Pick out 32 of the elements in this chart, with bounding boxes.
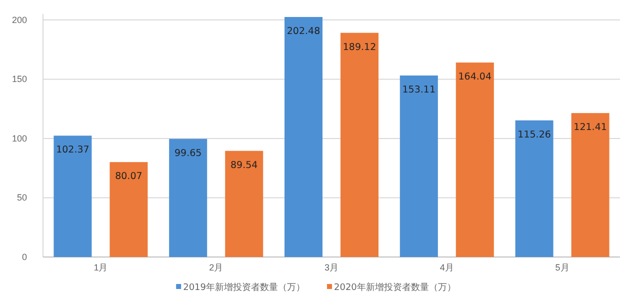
bar xyxy=(110,162,148,257)
x-tick-label: 5月 xyxy=(555,262,570,272)
bar xyxy=(340,32,378,257)
data-label: 102.37 xyxy=(56,144,90,156)
x-tick-label: 2月 xyxy=(209,262,224,272)
data-label: 164.04 xyxy=(458,72,492,83)
bar xyxy=(571,113,610,257)
bar xyxy=(515,120,554,257)
bar xyxy=(400,76,438,257)
data-label: 153.11 xyxy=(402,84,436,96)
x-tick-label: 3月 xyxy=(324,262,339,272)
data-label: 89.54 xyxy=(230,160,258,171)
bar xyxy=(169,138,208,257)
legend-label: 2019年新增投资者数量（万） xyxy=(183,282,305,293)
data-label: 80.07 xyxy=(115,171,142,182)
bar xyxy=(54,136,92,257)
y-tick-label: 100 xyxy=(12,133,27,144)
data-label: 99.65 xyxy=(174,148,202,159)
bar xyxy=(225,150,264,257)
x-tick-label: 1月 xyxy=(94,262,108,272)
bar xyxy=(284,16,322,257)
data-label: 115.26 xyxy=(518,129,551,140)
y-tick-label: 50 xyxy=(16,192,27,203)
data-label: 202.48 xyxy=(286,26,320,37)
y-tick-label: 0 xyxy=(22,252,27,262)
x-tick-label: 4月 xyxy=(440,262,454,272)
y-tick-label: 150 xyxy=(12,74,27,84)
bar xyxy=(456,62,494,257)
legend-label: 2020年新增投资者数量（万） xyxy=(334,282,456,293)
data-label: 189.12 xyxy=(342,42,376,53)
y-tick-label: 200 xyxy=(12,14,27,25)
data-label: 121.41 xyxy=(574,122,607,134)
